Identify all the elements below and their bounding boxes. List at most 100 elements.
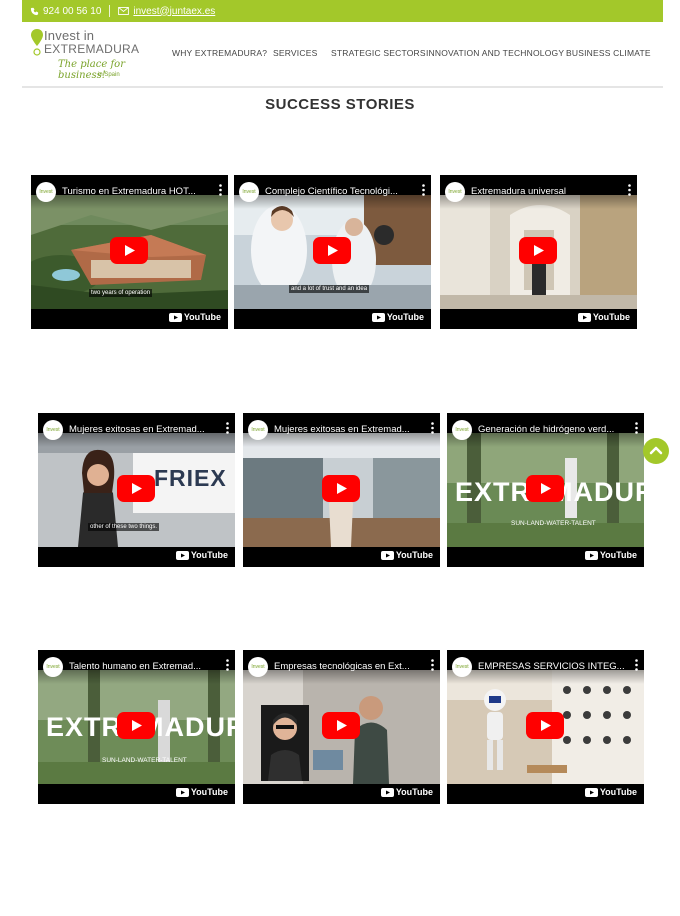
youtube-logo[interactable]: YouTube — [380, 550, 433, 560]
channel-avatar[interactable]: Invest — [248, 420, 268, 440]
video-banner-text: SUN-LAND-WATER-TALENT — [511, 520, 596, 527]
channel-avatar[interactable]: Invest — [445, 182, 465, 202]
video-header — [38, 413, 235, 447]
channel-avatar[interactable]: Invest — [452, 420, 472, 440]
video-card[interactable]: FRIEX Invest Mujeres exitosas en Extrema… — [38, 413, 235, 567]
video-card[interactable]: Invest Extremadura universal YouTube — [440, 175, 637, 329]
video-card[interactable]: Invest Turismo en Extremadura HOT... two… — [31, 175, 228, 329]
more-options-icon[interactable] — [628, 184, 631, 196]
channel-avatar[interactable]: Invest — [239, 182, 259, 202]
channel-avatar[interactable]: Invest — [452, 657, 472, 677]
top-contact-bar: 924 00 56 10 invest@juntaex.es — [22, 0, 663, 22]
logo[interactable]: Invest in EXTREMADURA The place for busi… — [28, 26, 148, 81]
video-card[interactable]: Invest Empresas tecnológicas en Ext... Y… — [243, 650, 440, 804]
play-button-icon[interactable] — [526, 712, 564, 739]
channel-avatar[interactable]: Invest — [36, 182, 56, 202]
video-card[interactable]: EXTREMADURA SUN-LAND-WATER-TALENT Invest… — [38, 650, 235, 804]
logo-line-2: EXTREMADURA — [44, 42, 140, 56]
youtube-icon — [380, 787, 394, 797]
scroll-to-top-button[interactable] — [643, 438, 669, 464]
phone-number: 924 00 56 10 — [43, 5, 102, 17]
video-title[interactable]: Mujeres exitosas en Extremad... — [69, 424, 205, 435]
video-title[interactable]: EMPRESAS SERVICIOS INTEG... — [478, 661, 625, 672]
phone-contact[interactable]: 924 00 56 10 — [22, 6, 109, 17]
youtube-label: YouTube — [599, 787, 637, 797]
video-header — [243, 650, 440, 684]
youtube-label: YouTube — [592, 312, 630, 322]
channel-avatar[interactable]: Invest — [248, 657, 268, 677]
video-card[interactable]: EXTREMADURA SUN-LAND-WATER-TALENT Invest… — [447, 413, 644, 567]
logo-tagline: The place for business! — [58, 59, 125, 81]
map-pin-icon — [31, 29, 43, 56]
youtube-logo[interactable]: YouTube — [577, 312, 630, 322]
email-contact[interactable]: invest@juntaex.es — [110, 6, 223, 17]
video-title[interactable]: Turismo en Extremadura HOT... — [62, 186, 196, 197]
video-card[interactable]: Invest Mujeres exitosas en Extremad... Y… — [243, 413, 440, 567]
youtube-label: YouTube — [183, 312, 221, 322]
youtube-label: YouTube — [599, 550, 637, 560]
more-options-icon[interactable] — [431, 659, 434, 671]
video-title[interactable]: Generación de hidrógeno verd... — [478, 424, 615, 435]
video-title[interactable]: Complejo Científico Tecnológi... — [265, 186, 398, 197]
youtube-logo[interactable]: YouTube — [175, 550, 228, 560]
video-title[interactable]: Mujeres exitosas en Extremad... — [274, 424, 410, 435]
play-button-icon[interactable] — [322, 712, 360, 739]
video-overlay-text: FRIEX — [154, 465, 227, 491]
nav-business-climate[interactable]: BUSINESS CLIMATE — [566, 48, 651, 58]
play-button-icon[interactable] — [117, 712, 155, 739]
page-title: SUCCESS STORIES — [265, 96, 415, 113]
video-header — [38, 650, 235, 684]
more-options-icon[interactable] — [219, 184, 222, 196]
logo-line-1: Invest in — [44, 28, 95, 43]
video-caption: and a lot of trust and an idea — [289, 285, 370, 293]
video-title[interactable]: Extremadura universal — [471, 186, 567, 197]
youtube-logo[interactable]: YouTube — [584, 787, 637, 797]
more-options-icon[interactable] — [226, 659, 229, 671]
youtube-label: YouTube — [395, 787, 433, 797]
nav-why-extremadura[interactable]: WHY EXTREMADURA? — [172, 48, 268, 58]
play-button-icon[interactable] — [117, 475, 155, 502]
channel-avatar[interactable]: Invest — [43, 657, 63, 677]
phone-icon — [30, 7, 39, 15]
logo-subtag: in Spain — [98, 72, 120, 78]
youtube-logo[interactable]: YouTube — [168, 312, 221, 322]
youtube-label: YouTube — [386, 312, 424, 322]
play-button-icon[interactable] — [313, 237, 351, 264]
more-options-icon[interactable] — [431, 422, 434, 434]
youtube-label: YouTube — [190, 787, 228, 797]
youtube-label: YouTube — [395, 550, 433, 560]
video-caption: two years of operation — [89, 289, 153, 297]
youtube-logo[interactable]: YouTube — [380, 787, 433, 797]
nav-services[interactable]: SERVICES — [273, 48, 318, 58]
youtube-label: YouTube — [190, 550, 228, 560]
youtube-icon — [577, 312, 591, 322]
youtube-logo[interactable]: YouTube — [175, 787, 228, 797]
video-header — [447, 650, 644, 684]
video-title[interactable]: Empresas tecnológicas en Ext... — [274, 661, 410, 672]
youtube-icon — [584, 787, 598, 797]
play-button-icon[interactable] — [526, 475, 564, 502]
more-options-icon[interactable] — [226, 422, 229, 434]
video-card[interactable]: Invest EMPRESAS SERVICIOS INTEG... YouTu… — [447, 650, 644, 804]
youtube-icon — [175, 550, 189, 560]
mail-icon — [118, 7, 130, 15]
nav-strategic-sectors[interactable]: STRATEGIC SECTORS — [331, 48, 426, 58]
youtube-icon — [175, 787, 189, 797]
play-button-icon[interactable] — [519, 237, 557, 264]
more-options-icon[interactable] — [422, 184, 425, 196]
video-card[interactable]: Invest Complejo Científico Tecnológi... … — [234, 175, 431, 329]
more-options-icon[interactable] — [635, 659, 638, 671]
more-options-icon[interactable] — [635, 422, 638, 434]
nav-innovation-technology[interactable]: INNOVATION AND TECHNOLOGY — [426, 48, 565, 58]
video-header — [234, 175, 431, 209]
play-button-icon[interactable] — [110, 237, 148, 264]
email-link[interactable]: invest@juntaex.es — [133, 5, 216, 17]
youtube-icon — [371, 312, 385, 322]
video-title[interactable]: Talento humano en Extremad... — [69, 661, 202, 672]
channel-avatar[interactable]: Invest — [43, 420, 63, 440]
video-header — [447, 413, 644, 447]
youtube-logo[interactable]: YouTube — [371, 312, 424, 322]
youtube-logo[interactable]: YouTube — [584, 550, 637, 560]
video-header — [31, 175, 228, 209]
play-button-icon[interactable] — [322, 475, 360, 502]
